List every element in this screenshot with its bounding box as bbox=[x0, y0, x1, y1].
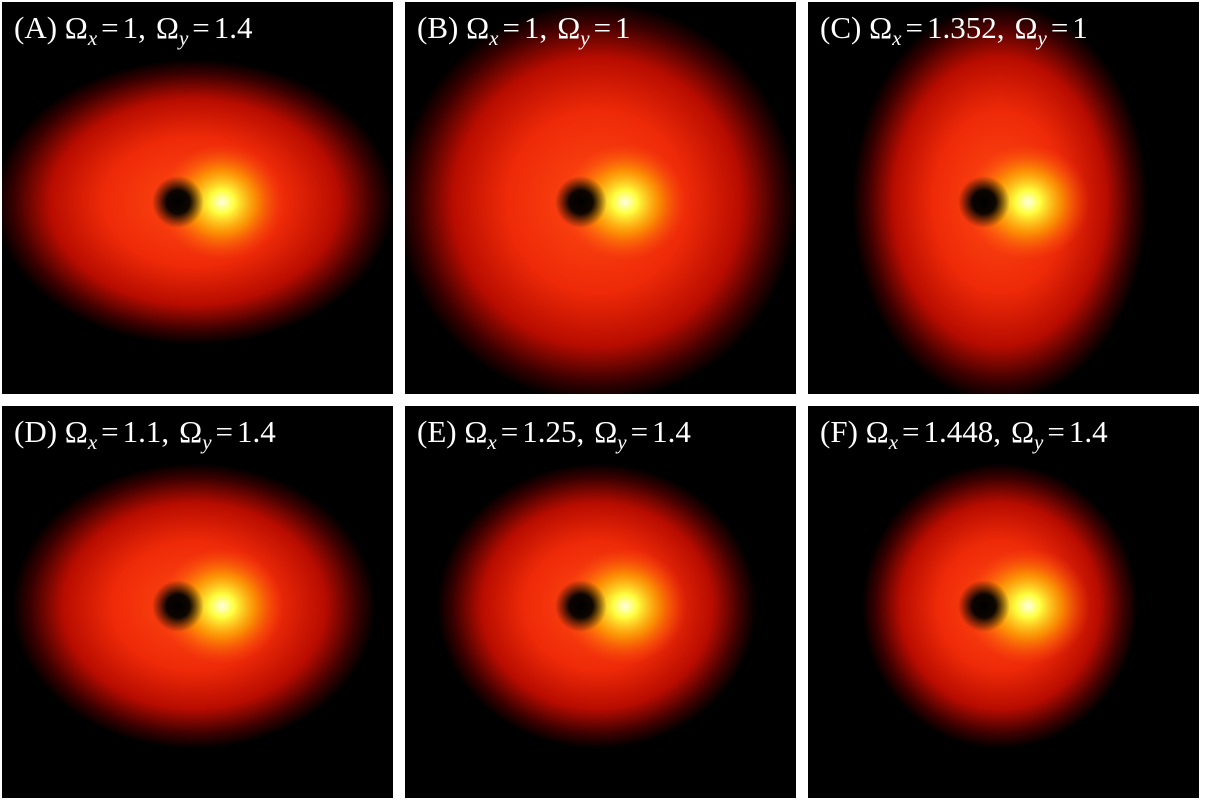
subscript: x bbox=[892, 26, 902, 50]
vortex-core bbox=[958, 580, 1010, 632]
panel-label: (F) Ωx = 1.448, Ωy = 1.4 bbox=[820, 414, 1108, 454]
symbol: Ω bbox=[869, 10, 893, 45]
value: 1.352 bbox=[926, 10, 997, 45]
panel-letter: (F) bbox=[820, 414, 858, 449]
vortex-core bbox=[152, 176, 204, 228]
vortex-core bbox=[152, 580, 204, 632]
panel-letter: (A) bbox=[14, 10, 58, 45]
subscript: x bbox=[487, 430, 497, 454]
symbol: Ω bbox=[557, 10, 581, 45]
relation: = bbox=[192, 10, 210, 45]
relation: = bbox=[630, 414, 649, 449]
heatmap bbox=[2, 59, 393, 345]
value: 1 bbox=[615, 10, 631, 45]
relation: = bbox=[101, 414, 119, 449]
bright-lobe bbox=[563, 548, 687, 664]
symbol: Ω bbox=[865, 414, 889, 449]
value: 1.4 bbox=[1068, 414, 1108, 449]
relation: = bbox=[593, 10, 612, 45]
vortex-core bbox=[958, 176, 1010, 228]
value: 1.448 bbox=[923, 414, 994, 449]
subscript: y bbox=[178, 26, 189, 50]
panel-letter: (B) bbox=[417, 10, 459, 45]
relation: = bbox=[1050, 10, 1069, 45]
panel-label: (E) Ωx = 1.25, Ωy = 1.4 bbox=[417, 414, 691, 454]
subscript: x bbox=[489, 26, 499, 50]
relation: = bbox=[902, 414, 920, 449]
panel-label: (D) Ωx = 1.1, Ωy = 1.4 bbox=[14, 414, 276, 454]
value: 1 bbox=[1072, 10, 1088, 45]
panel: (C) Ωx = 1.352, Ωy = 1 bbox=[808, 2, 1199, 394]
subscript: x bbox=[888, 430, 899, 454]
relation: = bbox=[215, 414, 234, 449]
symbol: Ω bbox=[1014, 10, 1038, 45]
separator: , bbox=[138, 10, 146, 45]
symbol: Ω bbox=[64, 414, 88, 449]
heatmap bbox=[12, 463, 376, 749]
bright-lobe bbox=[160, 144, 284, 260]
subscript: x bbox=[87, 430, 98, 454]
bright-lobe bbox=[563, 144, 687, 260]
value: 1.25 bbox=[522, 414, 577, 449]
symbol: Ω bbox=[466, 10, 490, 45]
relation: = bbox=[905, 10, 923, 45]
separator: , bbox=[996, 10, 1005, 45]
bright-lobe bbox=[966, 548, 1090, 664]
symbol: Ω bbox=[594, 414, 618, 449]
figure: (A) Ωx = 1, Ωy = 1.4 (B) Ωx = 1, Ωy = 1 (C) Ωx = 1.352… bbox=[2, 2, 1199, 798]
panel-label: (B) Ωx = 1, Ωy = 1 bbox=[417, 10, 631, 50]
panel: (B) Ωx = 1, Ωy = 1 bbox=[405, 2, 796, 394]
separator: , bbox=[576, 414, 585, 449]
value: 1 bbox=[523, 10, 540, 45]
value: 1.4 bbox=[237, 414, 276, 449]
heatmap bbox=[405, 2, 796, 394]
value: 1.1 bbox=[122, 414, 162, 449]
symbol: Ω bbox=[155, 10, 179, 45]
value: 1.4 bbox=[213, 10, 253, 45]
symbol: Ω bbox=[64, 10, 88, 45]
subscript: y bbox=[617, 430, 627, 454]
vortex-core bbox=[555, 176, 607, 228]
panel-label: (C) Ωx = 1.352, Ωy = 1 bbox=[820, 10, 1088, 50]
panel: (D) Ωx = 1.1, Ωy = 1.4 bbox=[2, 406, 393, 798]
symbol: Ω bbox=[179, 414, 203, 449]
separator: , bbox=[539, 10, 548, 45]
symbol: Ω bbox=[464, 414, 488, 449]
panel: (F) Ωx = 1.448, Ωy = 1.4 bbox=[808, 406, 1199, 798]
relation: = bbox=[502, 10, 520, 45]
heatmap bbox=[861, 463, 1139, 749]
relation: = bbox=[101, 10, 119, 45]
bright-lobe bbox=[160, 548, 284, 664]
heatmap bbox=[437, 463, 757, 749]
panel-letter: (D) bbox=[14, 414, 58, 449]
vortex-core bbox=[555, 580, 607, 632]
subscript: y bbox=[1034, 430, 1044, 454]
subscript: y bbox=[580, 26, 590, 50]
panel-label: (A) Ωx = 1, Ωy = 1.4 bbox=[14, 10, 253, 50]
panel: (E) Ωx = 1.25, Ωy = 1.4 bbox=[405, 406, 796, 798]
subscript: y bbox=[202, 430, 212, 454]
relation: = bbox=[1047, 414, 1065, 449]
panel-letter: (C) bbox=[820, 10, 862, 45]
relation: = bbox=[500, 414, 519, 449]
bright-lobe bbox=[966, 144, 1090, 260]
value: 1 bbox=[122, 10, 139, 45]
panel-letter: (E) bbox=[417, 414, 457, 449]
panel: (A) Ωx = 1, Ωy = 1.4 bbox=[2, 2, 393, 394]
separator: , bbox=[993, 414, 1001, 449]
subscript: y bbox=[1037, 26, 1047, 50]
symbol: Ω bbox=[1011, 414, 1035, 449]
heatmap bbox=[852, 2, 1148, 394]
separator: , bbox=[161, 414, 170, 449]
subscript: x bbox=[87, 26, 98, 50]
value: 1.4 bbox=[652, 414, 691, 449]
